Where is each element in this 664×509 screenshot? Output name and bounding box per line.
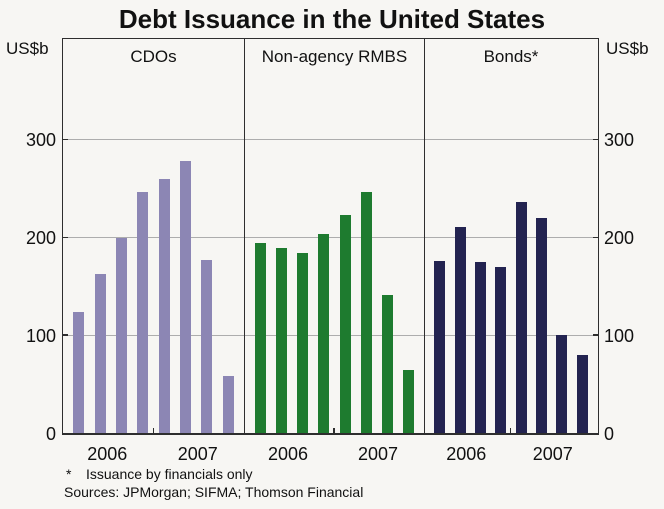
y-axis-tick-left (63, 236, 68, 239)
x-axis-year-label: 2006 (446, 444, 487, 464)
x-axis-year-label: 2007 (357, 444, 399, 464)
x-axis-year-label: 2007 (177, 444, 218, 464)
bar-2007-q1 (339, 215, 351, 433)
bar-2007-q2 (535, 217, 547, 433)
bar-2007-q3 (381, 295, 393, 433)
bar-2006-q4 (318, 233, 330, 433)
y-axis-tick-label-left: 0 (45, 423, 56, 444)
y-axis-tick-right (593, 138, 598, 141)
x-axis-year-label: 2006 (87, 444, 128, 464)
bar-group (425, 39, 597, 433)
panel-label: CDOs (130, 47, 177, 66)
year-boundary-tick (509, 428, 512, 433)
bar-2007-q1 (158, 178, 170, 433)
y-axis-tick-label-right: 100 (604, 325, 635, 346)
y-axis-unit-left: US$b (6, 39, 49, 58)
bar-2006-q2 (94, 273, 106, 433)
gridline-200 (63, 236, 598, 238)
gridline-100 (63, 334, 598, 336)
bar-2006-q4 (495, 266, 507, 433)
bar-2006-q3 (115, 237, 127, 433)
footnote-text: Issuance by financials only (86, 466, 253, 482)
x-axis-year-label: 2006 (267, 444, 309, 464)
bar-2006-q1 (434, 260, 446, 433)
bar-2006-q2 (276, 248, 288, 433)
bar-2007-q2 (360, 191, 372, 433)
bar-2007-q4 (402, 369, 414, 433)
bar-2007-q4 (222, 376, 234, 433)
y-axis-tick-label-left: 200 (25, 227, 56, 248)
y-axis-tick-left (63, 334, 68, 336)
year-boundary-tick (333, 428, 335, 433)
y-axis-tick-label-right: 200 (604, 227, 635, 248)
bar-group (63, 39, 244, 433)
y-axis-tick-label-right: 300 (604, 130, 635, 151)
panel-label: Bonds* (483, 47, 539, 66)
y-axis-tick-right (593, 334, 598, 336)
panel-non-agency-rmbs: Non-agency RMBS (244, 39, 424, 433)
y-axis-unit-right: US$b (606, 39, 649, 58)
y-axis-tick-label-right: 0 (604, 423, 615, 444)
y-axis-tick-label-left: 100 (25, 325, 56, 346)
panel-cdos: CDOs (63, 39, 244, 433)
footnote-marker: * (66, 466, 72, 482)
x-axis-year-label: 2007 (532, 444, 573, 464)
year-boundary-tick (152, 428, 155, 433)
bar-2006-q2 (454, 226, 466, 433)
bar-2006-q3 (474, 261, 486, 433)
panel-bonds-: Bonds* (424, 39, 597, 433)
y-axis-tick-right (593, 236, 598, 239)
bar-2007-q3 (201, 260, 213, 433)
sources-line: Sources: JPMorgan; SIFMA; Thomson Financ… (64, 484, 364, 500)
bar-2007-q3 (556, 335, 568, 433)
plot-area: CDOs Non-agency RMBS Bonds* (62, 38, 599, 435)
chart-title: Debt Issuance in the United States (118, 4, 546, 34)
bar-2007-q4 (576, 354, 588, 433)
bar-2007-q1 (515, 202, 527, 433)
bar-2006-q3 (297, 253, 309, 433)
bar-2006-q1 (255, 243, 267, 433)
bar-2006-q4 (137, 191, 149, 433)
gridline-300 (63, 139, 598, 141)
bar-2006-q1 (73, 311, 85, 433)
panel-label: Non-agency RMBS (261, 47, 408, 66)
bar-group (245, 39, 424, 433)
bar-2007-q2 (179, 161, 191, 433)
y-axis-tick-label-left: 300 (25, 130, 56, 151)
y-axis-tick-left (63, 138, 68, 141)
